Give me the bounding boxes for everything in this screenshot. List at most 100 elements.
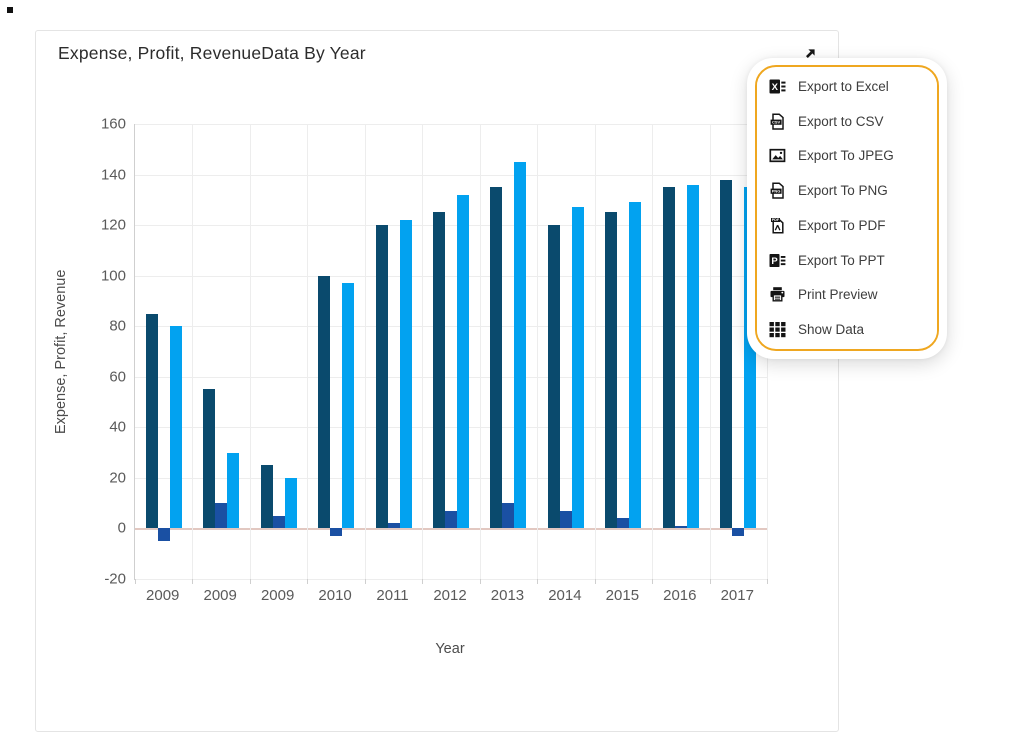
x-axis-tick	[249, 579, 251, 584]
export-menu-list: X Export to Excel CSV Export to CSV Export T…	[755, 65, 939, 351]
ppt-icon: P	[769, 252, 786, 269]
x-axis-tick	[709, 579, 711, 584]
x-axis-tick	[594, 579, 596, 584]
gridline	[135, 124, 767, 125]
bar-expense-2009-2	[260, 465, 273, 529]
gridline	[135, 477, 767, 479]
grid-icon	[769, 321, 786, 338]
bar-revenue-2015-8	[629, 202, 642, 529]
bar-revenue-2012-5	[457, 194, 469, 529]
svg-text:PDF: PDF	[772, 218, 780, 222]
page: { "card": { "title": "Expense, Profit, R…	[7, 7, 939, 732]
bar-profit-2016-9	[674, 525, 687, 529]
bar-expense-2012-5	[433, 212, 445, 529]
corner-mark	[7, 7, 13, 13]
menu-item-label: Export to Excel	[798, 78, 889, 94]
gridline	[135, 225, 767, 227]
menu-item-label: Export To PNG	[798, 183, 888, 199]
x-tick-label: 2017	[720, 587, 754, 604]
y-axis-tick-labels: 160 140 120 100 80 60 40 20 0 -20	[56, 116, 126, 588]
x-tick-label: 2015	[605, 587, 640, 604]
x-tick-label: 2009	[203, 587, 237, 604]
x-axis-tick	[307, 579, 309, 584]
vertical-gridline	[537, 124, 539, 579]
chart-card: Expense, Profit, RevenueData By Year Exp…	[35, 30, 839, 732]
vertical-gridline	[364, 124, 366, 579]
bar-revenue-2014-7	[571, 207, 584, 529]
x-tick-label: 2009	[260, 587, 295, 604]
vertical-gridline	[709, 124, 711, 579]
png-icon: PNG	[769, 182, 786, 199]
gridline	[135, 174, 767, 176]
x-axis-tick	[767, 579, 768, 584]
y-tick-label: 0	[117, 519, 126, 537]
menu-item-label: Export To PDF	[798, 217, 886, 233]
menu-item-label: Show Data	[798, 322, 865, 338]
vertical-gridline	[422, 124, 424, 579]
menu-item-export-to-jpeg[interactable]: Export To JPEG	[757, 138, 937, 173]
menu-item-show-data[interactable]: Show Data	[757, 312, 937, 347]
vertical-gridline	[192, 124, 194, 579]
y-tick-label: 100	[100, 267, 126, 285]
x-axis-tick	[135, 579, 136, 584]
bar-revenue-2009-0	[169, 326, 182, 529]
menu-item-export-to-pdf[interactable]: PDF Export To PDF	[757, 208, 937, 243]
y-tick-label: 20	[109, 469, 126, 487]
gridline	[135, 579, 767, 580]
x-axis-tick	[422, 579, 424, 584]
svg-text:PNG: PNG	[772, 189, 781, 194]
bar-revenue-2013-6	[514, 161, 527, 529]
vertical-gridline	[652, 124, 654, 579]
bar-profit-2017-10	[732, 528, 745, 537]
zero-line	[135, 528, 767, 530]
menu-item-export-to-png[interactable]: PNG Export To PNG	[757, 173, 937, 208]
bar-revenue-2009-1	[227, 452, 240, 529]
menu-item-print-preview[interactable]: Print Preview	[757, 277, 937, 312]
bar-revenue-2010-3	[342, 283, 355, 529]
bar-profit-2009-0	[157, 528, 170, 542]
menu-item-export-to-csv[interactable]: CSV Export to CSV	[757, 104, 937, 139]
x-tick-label: 2011	[376, 587, 409, 604]
menu-item-label: Export to CSV	[798, 113, 884, 129]
y-tick-label: -20	[104, 570, 126, 588]
bar-expense-2013-6	[490, 187, 503, 529]
y-tick-label: 40	[109, 418, 126, 436]
bar-expense-2017-10	[720, 179, 733, 529]
gridline	[135, 376, 767, 378]
bar-revenue-2016-9	[686, 184, 699, 529]
bar-profit-2010-3	[330, 528, 343, 537]
bar-expense-2014-7	[547, 225, 560, 529]
svg-text:X: X	[772, 82, 779, 93]
vertical-gridline	[249, 124, 251, 579]
x-tick-label: 2016	[663, 587, 697, 604]
y-tick-label: 60	[109, 368, 126, 386]
y-tick-label: 120	[100, 216, 126, 234]
x-axis-tick	[479, 579, 481, 584]
chart-title: Expense, Profit, RevenueData By Year	[58, 43, 366, 63]
menu-item-label: Print Preview	[798, 287, 878, 303]
jpeg-icon	[769, 147, 786, 164]
bar-revenue-2009-2	[284, 477, 297, 529]
bar-expense-2011-4	[375, 225, 388, 529]
x-axis-tick	[537, 579, 539, 584]
bar-profit-2011-4	[387, 523, 400, 529]
bar-expense-2016-9	[662, 187, 675, 529]
bar-expense-2015-8	[605, 212, 618, 529]
x-axis-title: Year	[435, 641, 465, 657]
bar-expense-2009-0	[145, 313, 158, 529]
vertical-gridline	[479, 124, 481, 579]
svg-text:CSV: CSV	[772, 119, 781, 124]
bar-expense-2009-1	[203, 389, 216, 529]
menu-item-export-to-excel[interactable]: X Export to Excel	[757, 69, 937, 104]
vertical-gridline	[307, 124, 309, 579]
bar-expense-2010-3	[318, 275, 331, 529]
x-tick-label: 2013	[490, 587, 525, 604]
csv-icon: CSV	[769, 113, 786, 130]
menu-item-label: Export To JPEG	[798, 148, 894, 164]
excel-icon: X	[769, 78, 786, 95]
y-tick-label: 140	[100, 166, 126, 184]
menu-item-export-to-ppt[interactable]: P Export To PPT	[757, 243, 937, 278]
x-tick-label: 2010	[318, 587, 352, 604]
y-tick-label: 80	[109, 317, 126, 335]
x-axis-tick	[364, 579, 366, 584]
